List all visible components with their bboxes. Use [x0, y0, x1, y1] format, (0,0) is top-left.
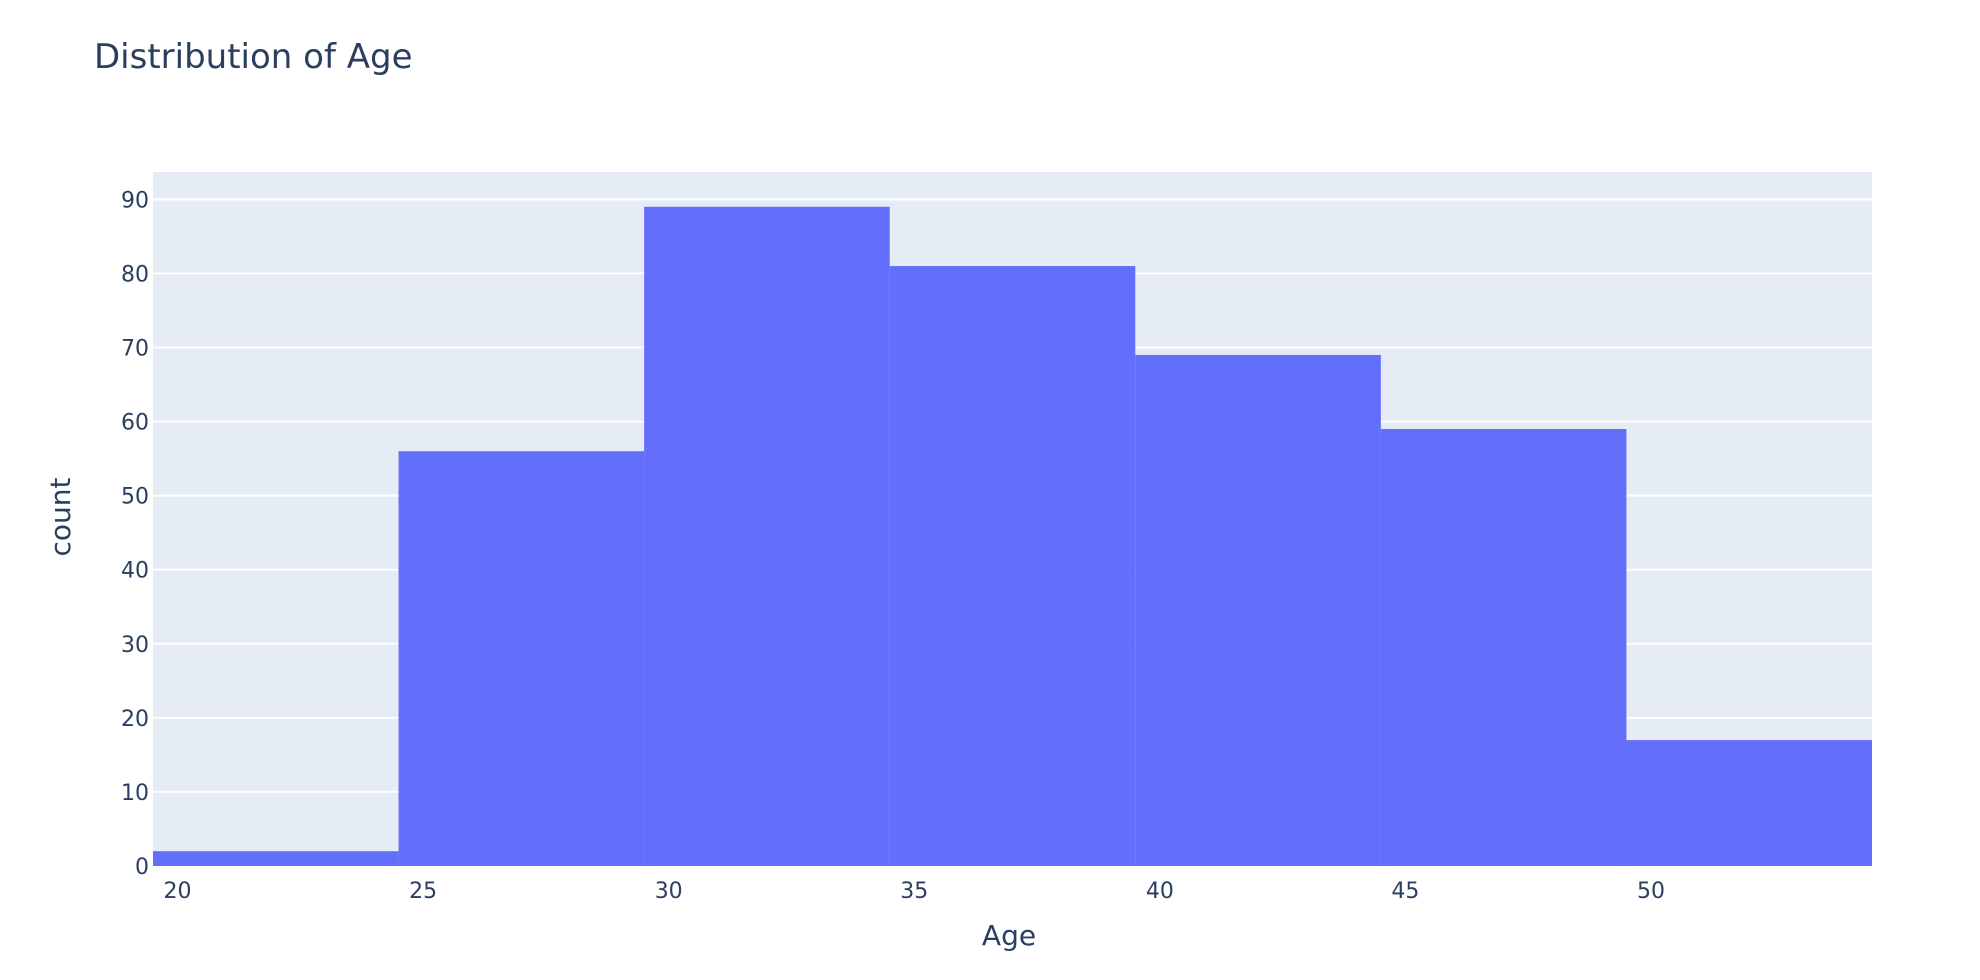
- x-tick-label: 35: [900, 879, 928, 904]
- y-tick-label: 50: [121, 485, 149, 510]
- x-tick-label: 25: [409, 879, 437, 904]
- y-tick-label: 80: [121, 262, 149, 287]
- x-tick-label: 40: [1146, 879, 1174, 904]
- x-axis-label: Age: [982, 919, 1036, 952]
- y-tick-label: 70: [121, 337, 149, 362]
- histogram-bar: [153, 851, 399, 866]
- histogram-bar: [1380, 429, 1627, 866]
- x-tick-label: 20: [164, 879, 192, 904]
- x-tick-label: 50: [1637, 879, 1665, 904]
- y-tick-label: 20: [121, 707, 149, 732]
- y-axis-ticks: 0 10 20 30 40 50 60 70 80 90: [121, 188, 149, 880]
- histogram-bar: [889, 266, 1136, 866]
- x-axis-ticks: 20 25 30 35 40 45 50: [164, 879, 1665, 904]
- y-axis-label: count: [44, 477, 77, 556]
- y-tick-label: 90: [121, 188, 149, 213]
- histogram-bar: [398, 451, 645, 866]
- y-tick-label: 0: [135, 855, 149, 880]
- histogram-bar: [1135, 354, 1381, 866]
- y-tick-label: 60: [121, 411, 149, 436]
- histogram-bar: [644, 206, 890, 866]
- y-tick-label: 10: [121, 781, 149, 806]
- chart-title: Distribution of Age: [94, 37, 413, 77]
- bars: [153, 206, 1872, 866]
- x-tick-label: 45: [1391, 879, 1419, 904]
- y-tick-label: 30: [121, 633, 149, 658]
- x-tick-label: 30: [655, 879, 683, 904]
- y-tick-label: 40: [121, 559, 149, 584]
- histogram-bar: [1626, 740, 1872, 866]
